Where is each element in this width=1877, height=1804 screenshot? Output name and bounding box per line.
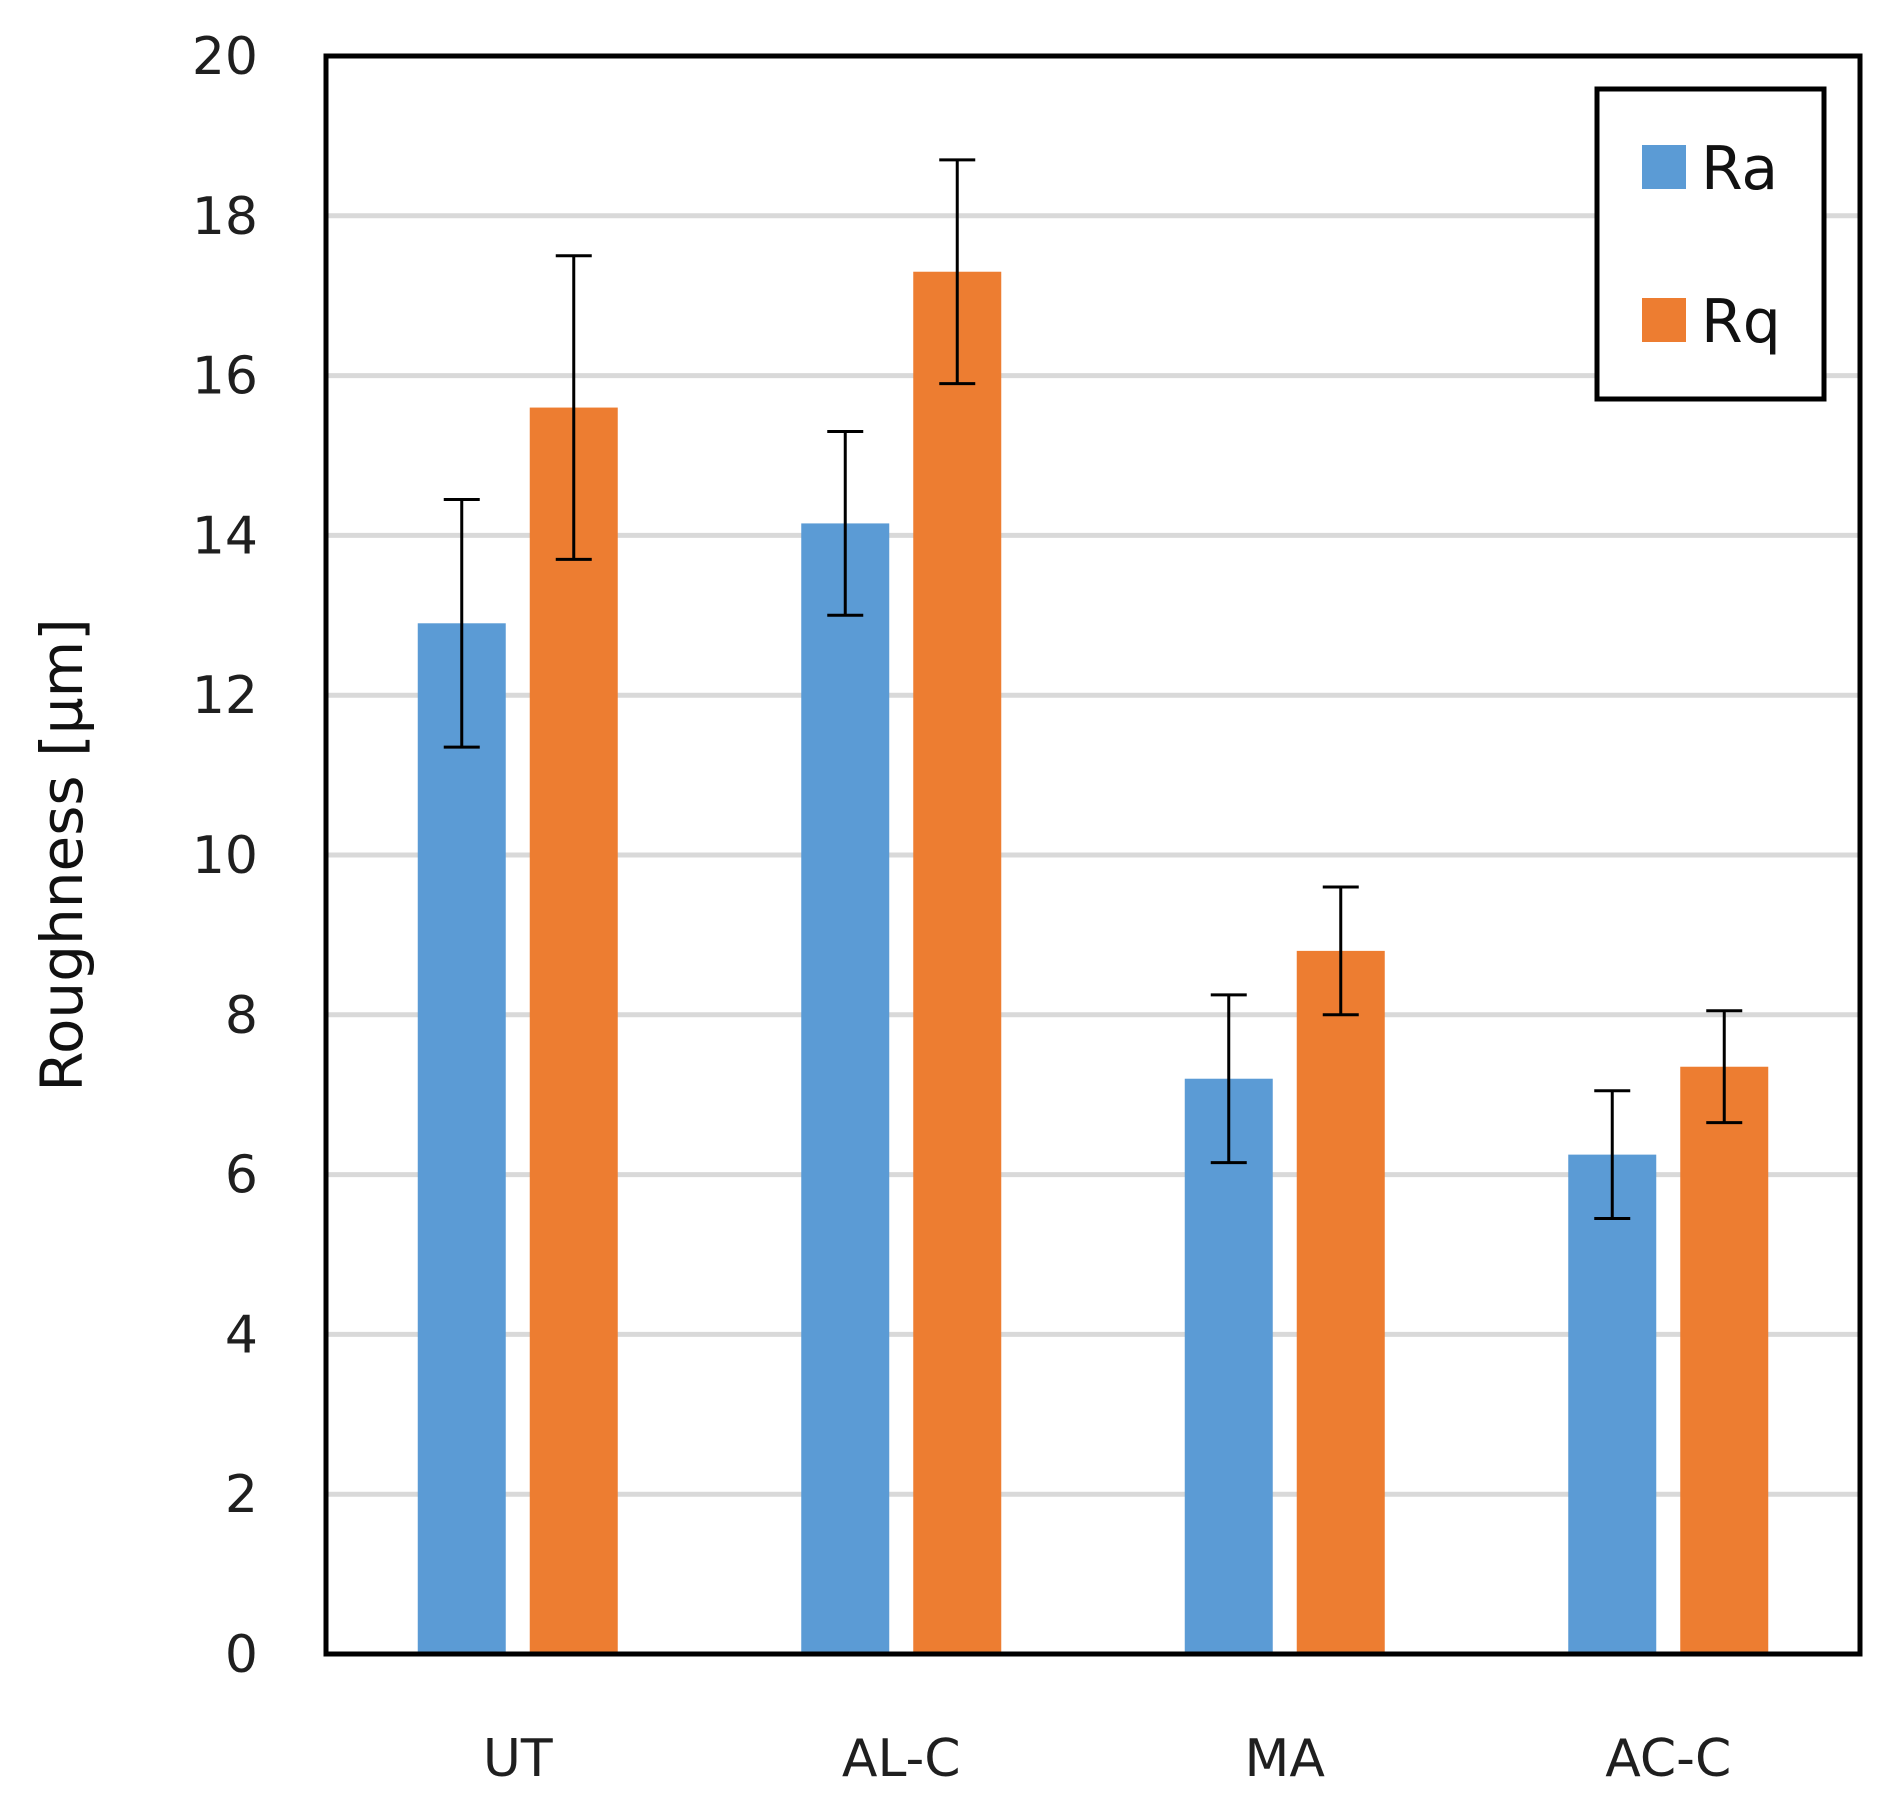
y-tick-label: 8 xyxy=(225,986,258,1046)
error-bars xyxy=(443,158,1743,1221)
x-tick-label: AL-C xyxy=(842,1729,961,1789)
y-tick-label: 12 xyxy=(192,666,258,726)
y-tick-label: 4 xyxy=(225,1305,258,1365)
error-bar-ra-ut xyxy=(443,497,480,749)
y-tick-label: 0 xyxy=(225,1625,258,1685)
y-axis-tick-labels: 0 2 4 6 8 10 12 14 16 18 20 xyxy=(192,27,258,1685)
y-tick-label: 18 xyxy=(192,187,258,247)
bar-rq-ma xyxy=(1296,950,1385,1654)
legend-box xyxy=(1594,86,1827,402)
legend-label-ra: Ra xyxy=(1701,134,1778,204)
bar-ra-ma xyxy=(1184,1078,1273,1654)
y-tick-label: 16 xyxy=(192,347,258,407)
legend-label-rq: Rq xyxy=(1701,287,1781,357)
x-tick-label: UT xyxy=(483,1729,553,1789)
y-tick-label: 20 xyxy=(192,27,258,87)
bar-ra-al-c xyxy=(801,523,890,1654)
bar-ra-ac-c xyxy=(1568,1154,1657,1654)
error-bar-rq-ac-c xyxy=(1706,1009,1743,1125)
error-bar-ra-ma xyxy=(1210,993,1247,1165)
error-bar-ra-al-c xyxy=(827,430,864,617)
y-tick-label: 6 xyxy=(225,1146,258,1206)
bar-series xyxy=(417,271,1769,1655)
error-bar-ra-ac-c xyxy=(1594,1089,1631,1221)
legend: Ra Rq xyxy=(1594,86,1827,402)
error-bar-rq-ma xyxy=(1322,885,1359,1017)
y-tick-label: 2 xyxy=(225,1465,258,1525)
bar-rq-ut xyxy=(529,407,618,1654)
x-tick-label: MA xyxy=(1245,1729,1326,1789)
error-bar-rq-ut xyxy=(555,254,592,561)
y-axis-title: Roughness [µm] xyxy=(28,618,96,1092)
bar-rq-al-c xyxy=(913,271,1002,1655)
legend-swatch-rq xyxy=(1642,298,1686,342)
plot-frame xyxy=(323,53,1863,1657)
bar-ra-ut xyxy=(417,623,506,1654)
legend-swatch-ra xyxy=(1642,145,1686,189)
y-tick-label: 14 xyxy=(192,506,258,566)
error-bar-rq-al-c xyxy=(939,158,976,386)
y-tick-label: 10 xyxy=(192,826,258,886)
bar-rq-ac-c xyxy=(1680,1066,1769,1654)
x-axis-tick-labels: UT AL-C MA AC-C xyxy=(483,1729,1731,1789)
x-tick-label: AC-C xyxy=(1605,1729,1731,1789)
